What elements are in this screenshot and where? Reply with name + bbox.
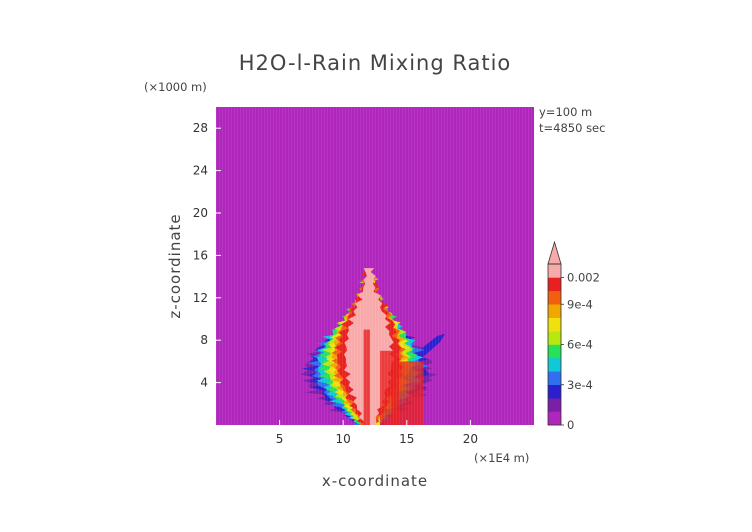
colorbar-extend-arrow xyxy=(547,240,562,265)
x-scale-note: (×1E4 m) xyxy=(474,451,529,465)
plot-area xyxy=(216,107,534,425)
colorbar-tick-label: 9e-4 xyxy=(567,297,593,311)
y-tick-label: 24 xyxy=(193,164,208,178)
y-tick-label: 20 xyxy=(193,206,208,220)
y-tick-label: 4 xyxy=(200,376,208,390)
x-tick-label: 10 xyxy=(336,432,351,446)
y-axis-label: z-coordinate xyxy=(166,213,184,318)
colorbar-segment xyxy=(548,357,561,372)
colorbar-segment xyxy=(548,371,561,385)
colorbar-segment xyxy=(548,290,561,305)
colorbar-segment xyxy=(548,398,561,412)
colorbar-segment xyxy=(548,331,561,345)
colorbar-tick-label: 3e-4 xyxy=(567,378,593,392)
colorbar-segment xyxy=(548,317,561,332)
y-axis-ticks: 4 8 12 16 20 24 28 xyxy=(193,121,221,390)
annotation-t: t=4850 sec xyxy=(539,121,605,135)
colorbar-tick-label: 0 xyxy=(567,418,574,432)
colorbar-tick-label: 0.002 xyxy=(567,270,600,284)
y-tick-label: 28 xyxy=(193,121,208,135)
y-tick-label: 8 xyxy=(200,333,208,347)
annotation-y: y=100 m xyxy=(539,105,592,119)
x-axis-label: x-coordinate xyxy=(322,472,428,490)
colorbar-segment xyxy=(548,384,561,399)
x-tick-label: 5 xyxy=(276,432,284,446)
rain-field xyxy=(216,107,534,425)
colorbar-segment xyxy=(548,344,561,359)
colorbar-segment xyxy=(548,411,561,426)
field-texture xyxy=(216,107,534,425)
colorbar-tick-label: 6e-4 xyxy=(567,338,593,352)
x-tick-label: 15 xyxy=(399,432,414,446)
colorbar-segment xyxy=(548,304,561,318)
y-tick-label: 16 xyxy=(193,248,208,262)
colorbar-segment xyxy=(548,264,561,278)
x-tick-label: 20 xyxy=(463,432,478,446)
x-axis-ticks: 5 10 15 20 xyxy=(276,420,478,446)
chart-title: H2O-l-Rain Mixing Ratio xyxy=(239,51,512,75)
colorbar: 0 3e-4 6e-4 9e-4 0.002 xyxy=(547,240,600,432)
y-scale-note: (×1000 m) xyxy=(144,80,207,94)
y-tick-label: 12 xyxy=(193,291,208,305)
colorbar-segment xyxy=(548,277,561,292)
